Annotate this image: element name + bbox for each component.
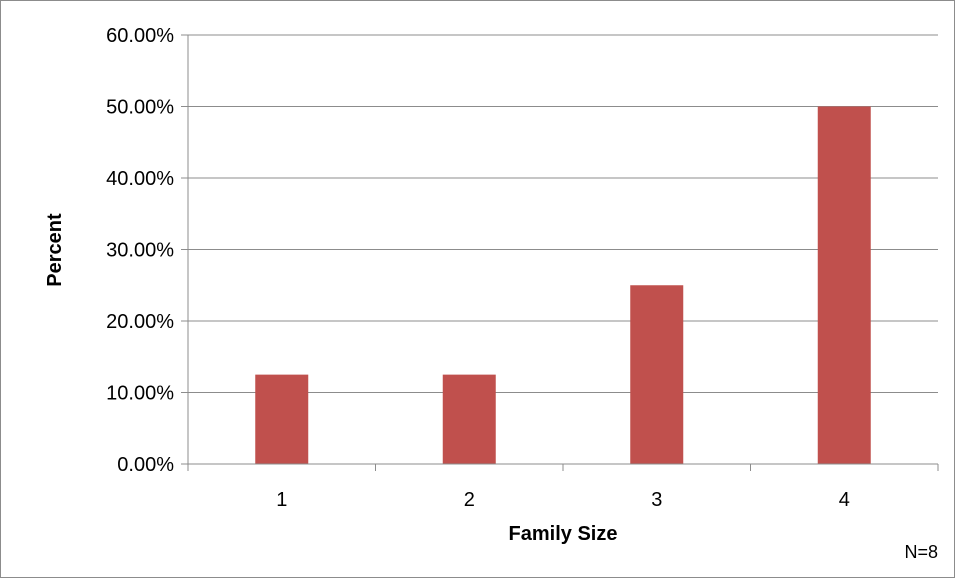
bar-3	[630, 285, 684, 464]
sample-size-note: N=8	[904, 542, 938, 562]
y-tick-label: 60.00%	[106, 25, 174, 47]
y-tick-label: 40.00%	[106, 168, 174, 190]
bars	[255, 106, 871, 464]
y-tick-label: 30.00%	[106, 240, 174, 262]
y-tick-label: 0.00%	[117, 454, 174, 476]
x-tick-label: 4	[839, 489, 850, 511]
x-axis-title: Family Size	[509, 523, 618, 545]
bar-4	[817, 106, 871, 464]
bar-1	[255, 374, 309, 464]
x-tick-label: 2	[464, 489, 475, 511]
x-tick-label: 3	[651, 489, 662, 511]
y-tick-label: 50.00%	[106, 97, 174, 119]
bar-2	[442, 374, 496, 464]
y-tick-label: 10.00%	[106, 383, 174, 405]
y-tick-label: 20.00%	[106, 311, 174, 333]
y-axis-title: Percent	[44, 213, 66, 287]
x-tick-label: 1	[276, 489, 287, 511]
gridlines	[188, 34, 938, 393]
axes	[181, 34, 939, 471]
tick-labels: 0.00% 10.00% 20.00% 30.00% 40.00% 50.00% 60.00…	[106, 25, 850, 511]
